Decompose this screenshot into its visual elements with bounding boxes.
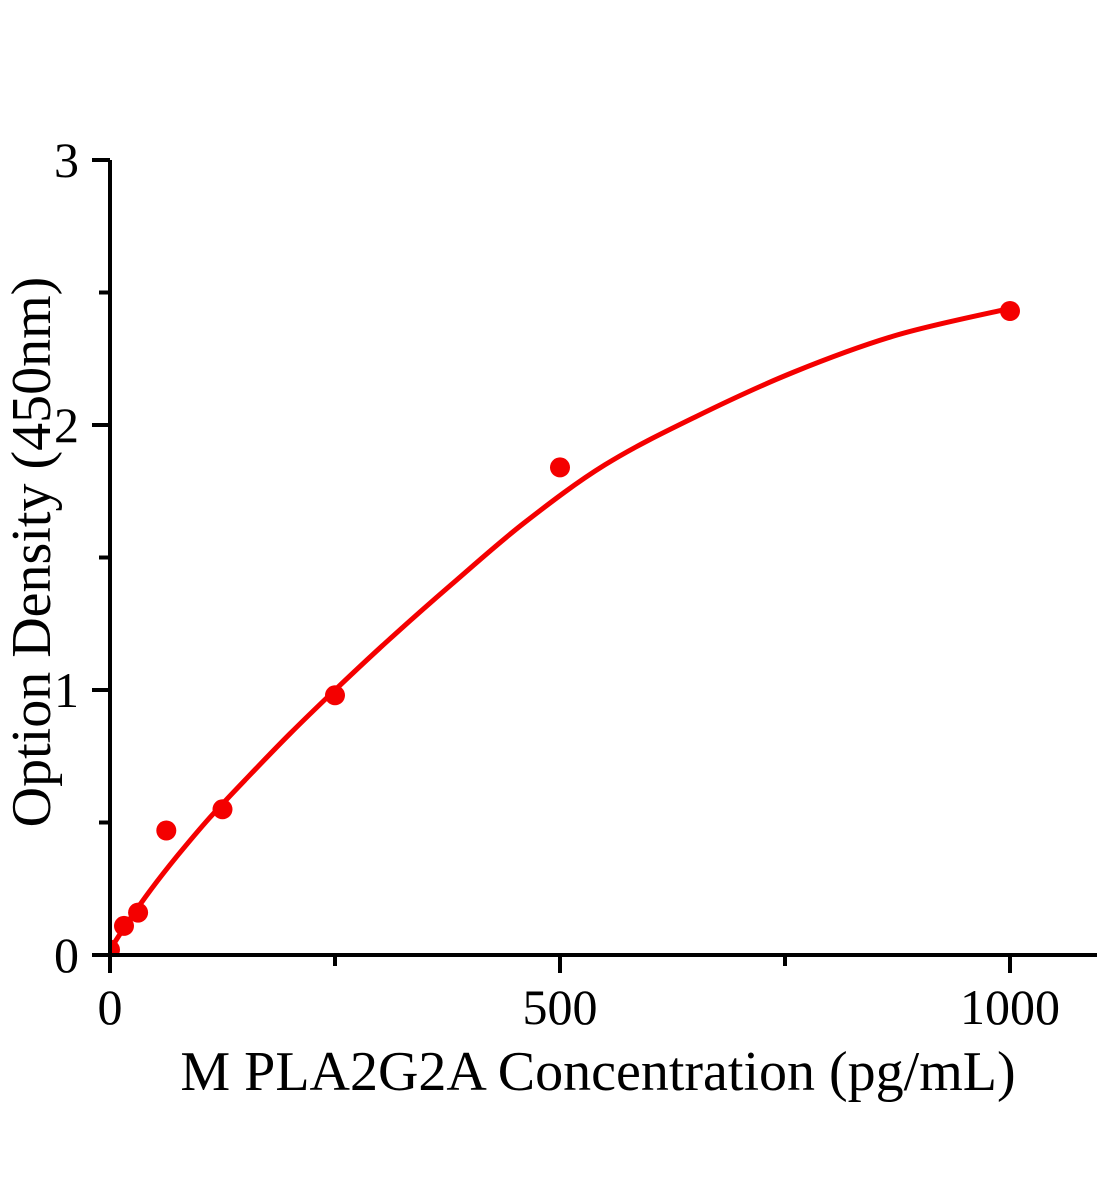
data-point	[212, 799, 233, 820]
x-axis-title: M PLA2G2A Concentration (pg/mL)	[180, 1041, 1015, 1103]
y-axis-title: Option Density (450nm)	[1, 277, 63, 828]
series-layer	[112, 301, 1020, 953]
data-point	[114, 915, 134, 936]
axes-layer: 0 500 1000 0 1 2 3	[54, 132, 1097, 1035]
fitted-curve-path	[112, 305, 1013, 952]
y-tick-label: 0	[54, 927, 79, 983]
y-tick-label: 2	[54, 397, 79, 453]
data-point	[550, 457, 570, 478]
x-tick-label: 500	[523, 979, 598, 1035]
data-point	[1000, 301, 1020, 321]
x-tick-label: 0	[98, 979, 123, 1035]
data-point	[128, 902, 149, 923]
data-point	[325, 685, 345, 706]
x-tick-label: 1000	[960, 979, 1060, 1035]
data-point	[112, 939, 120, 953]
y-tick-label: 1	[54, 662, 79, 718]
data-point	[156, 820, 177, 841]
y-tick-label: 3	[54, 132, 79, 188]
